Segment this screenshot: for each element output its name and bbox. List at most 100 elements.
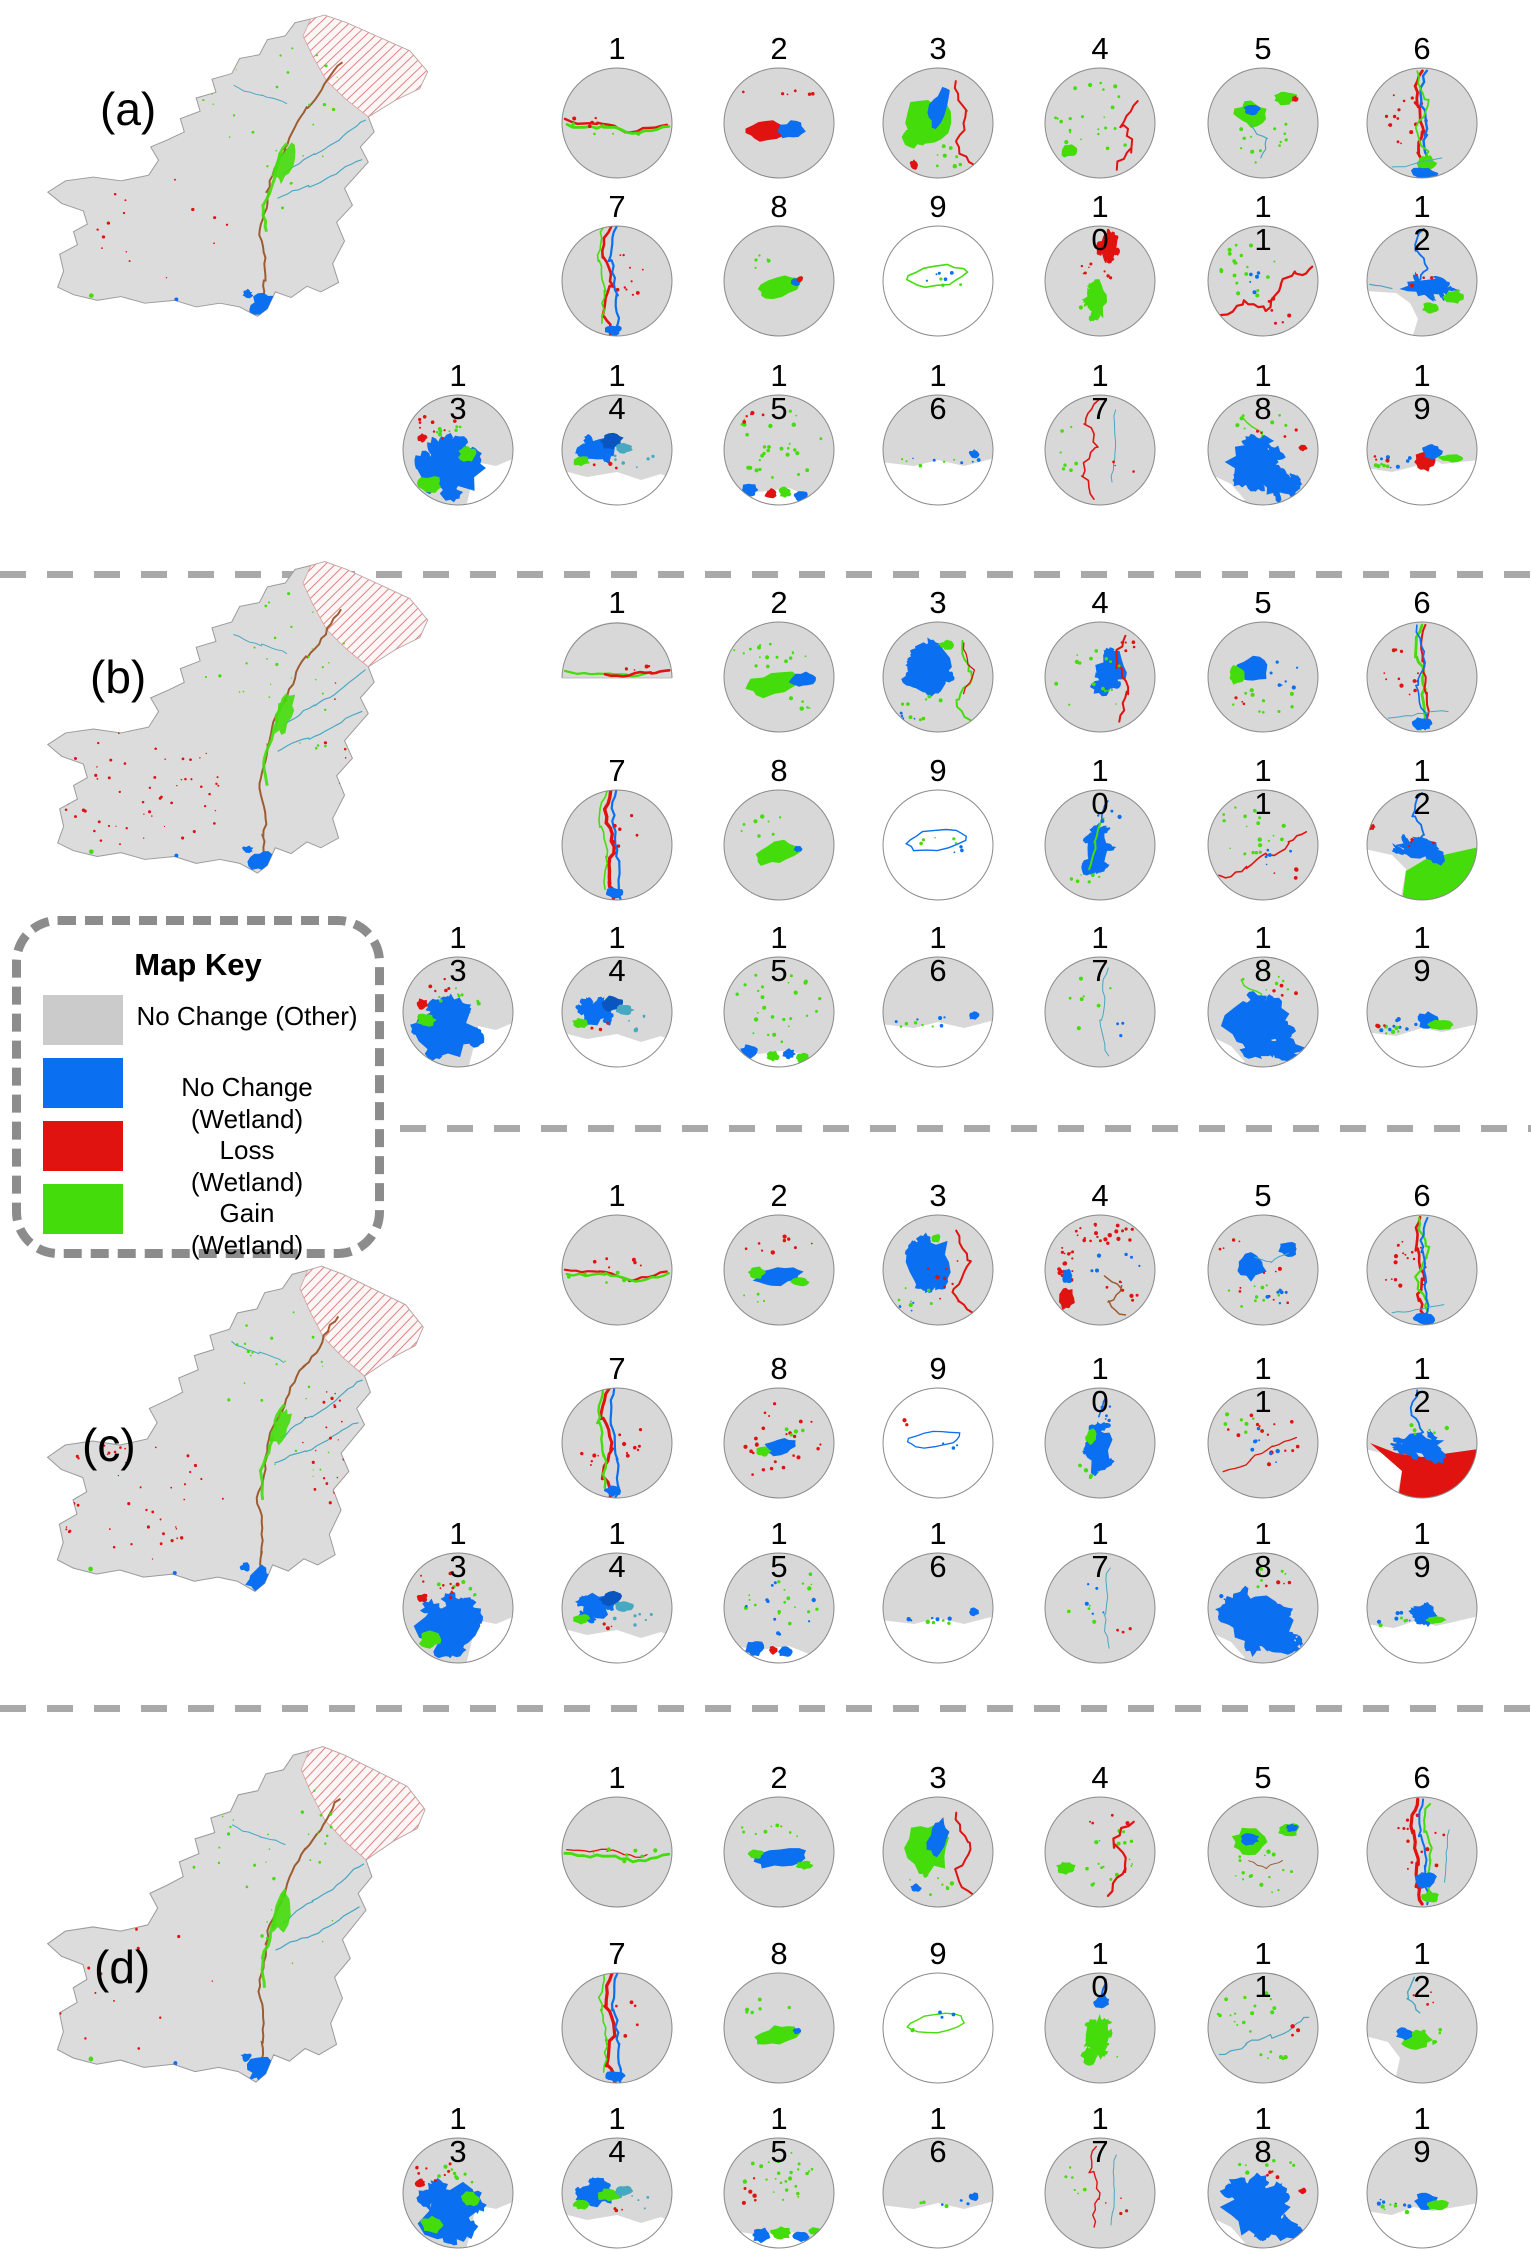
inset-number-b-7: 7 bbox=[608, 753, 626, 788]
inset-number-c-11: 11 bbox=[1254, 1351, 1272, 1419]
legend-swatch-no-change-other bbox=[43, 995, 123, 1045]
inset-number-d-1: 1 bbox=[608, 1760, 626, 1795]
inset-number-c-18: 18 bbox=[1254, 1516, 1272, 1584]
inset-b-6 bbox=[1365, 620, 1479, 734]
inset-number-b-11: 11 bbox=[1254, 753, 1272, 821]
legend-swatch-no-change-wetland bbox=[43, 1058, 123, 1108]
inset-number-a-5: 5 bbox=[1254, 31, 1272, 66]
inset-number-c-4: 4 bbox=[1091, 1178, 1109, 1213]
inset-number-a-2: 2 bbox=[770, 31, 788, 66]
inset-number-a-19: 19 bbox=[1413, 358, 1431, 426]
inset-d-12 bbox=[1365, 1971, 1479, 2085]
inset-d-5 bbox=[1206, 1795, 1320, 1909]
inset-a-13 bbox=[401, 393, 515, 507]
inset-b-15 bbox=[722, 955, 836, 1069]
inset-number-a-7: 7 bbox=[608, 189, 626, 224]
inset-number-b-16: 16 bbox=[929, 920, 947, 988]
inset-c-11 bbox=[1206, 1386, 1320, 1500]
legend-swatch-loss-wetland bbox=[43, 1121, 123, 1171]
inset-a-15 bbox=[722, 393, 836, 507]
legend-item-no-change-other: No Change (Other) bbox=[21, 991, 375, 1054]
inset-d-3 bbox=[881, 1795, 995, 1909]
inset-number-c-7: 7 bbox=[608, 1351, 626, 1386]
inset-b-12 bbox=[1365, 788, 1479, 902]
inset-b-18 bbox=[1206, 955, 1320, 1069]
inset-a-5 bbox=[1206, 66, 1320, 180]
panel-label-a: (a) bbox=[100, 83, 157, 135]
inset-d-13 bbox=[401, 2136, 515, 2250]
inset-d-18 bbox=[1206, 2136, 1320, 2250]
inset-number-c-1: 1 bbox=[608, 1178, 626, 1213]
inset-number-d-12: 12 bbox=[1413, 1936, 1431, 2004]
inset-a-2 bbox=[722, 66, 836, 180]
inset-number-d-7: 7 bbox=[608, 1936, 626, 1971]
inset-number-a-9: 9 bbox=[929, 189, 947, 224]
inset-c-9 bbox=[881, 1386, 995, 1500]
inset-a-1 bbox=[560, 66, 674, 180]
inset-number-b-2: 2 bbox=[770, 585, 788, 620]
legend-label-gain-wetland: Gain (Wetland) bbox=[190, 1198, 304, 1260]
inset-number-c-13: 13 bbox=[449, 1516, 467, 1584]
inset-number-d-14: 14 bbox=[608, 2101, 626, 2169]
inset-number-b-1: 1 bbox=[608, 585, 626, 620]
inset-number-a-17: 17 bbox=[1091, 358, 1109, 426]
inset-b-17 bbox=[1043, 955, 1157, 1069]
inset-number-a-11: 11 bbox=[1254, 189, 1272, 257]
inset-number-c-12: 12 bbox=[1413, 1351, 1431, 1419]
inset-number-c-5: 5 bbox=[1254, 1178, 1272, 1213]
inset-number-b-15: 15 bbox=[770, 920, 788, 988]
inset-d-8 bbox=[722, 1971, 836, 2085]
inset-number-d-17: 17 bbox=[1091, 2101, 1109, 2169]
inset-number-b-12: 12 bbox=[1413, 753, 1431, 821]
inset-b-1 bbox=[560, 620, 674, 734]
inset-d-10 bbox=[1043, 1971, 1157, 2085]
inset-c-10 bbox=[1043, 1386, 1157, 1500]
inset-d-19 bbox=[1365, 2136, 1479, 2250]
inset-number-d-18: 18 bbox=[1254, 2101, 1272, 2169]
inset-d-7 bbox=[560, 1971, 674, 2085]
inset-number-c-19: 19 bbox=[1413, 1516, 1431, 1584]
inset-number-b-19: 19 bbox=[1413, 920, 1431, 988]
inset-a-14 bbox=[560, 393, 674, 507]
legend-label-no-change-wetland: No Change (Wetland) bbox=[181, 1072, 313, 1134]
inset-a-8 bbox=[722, 224, 836, 338]
inset-number-d-13: 13 bbox=[449, 2101, 467, 2169]
inset-c-16 bbox=[881, 1551, 995, 1665]
inset-a-18 bbox=[1206, 393, 1320, 507]
inset-c-4 bbox=[1043, 1213, 1157, 1327]
pakistan-map-a bbox=[28, 2, 483, 359]
inset-number-c-17: 17 bbox=[1091, 1516, 1109, 1584]
inset-number-d-5: 5 bbox=[1254, 1760, 1272, 1795]
inset-number-d-11: 11 bbox=[1254, 1936, 1272, 2004]
inset-number-b-5: 5 bbox=[1254, 585, 1272, 620]
inset-number-a-14: 14 bbox=[608, 358, 626, 426]
inset-number-b-14: 14 bbox=[608, 920, 626, 988]
inset-number-a-16: 16 bbox=[929, 358, 947, 426]
inset-number-d-9: 9 bbox=[929, 1936, 947, 1971]
inset-d-6 bbox=[1365, 1795, 1479, 1909]
inset-c-15 bbox=[722, 1551, 836, 1665]
inset-b-13 bbox=[401, 955, 515, 1069]
inset-number-a-13: 13 bbox=[449, 358, 467, 426]
inset-c-8 bbox=[722, 1386, 836, 1500]
inset-c-17 bbox=[1043, 1551, 1157, 1665]
inset-a-11 bbox=[1206, 224, 1320, 338]
inset-d-2 bbox=[722, 1795, 836, 1909]
inset-b-14 bbox=[560, 955, 674, 1069]
inset-number-b-10: 10 bbox=[1091, 753, 1109, 821]
inset-b-10 bbox=[1043, 788, 1157, 902]
inset-b-8 bbox=[722, 788, 836, 902]
inset-d-17 bbox=[1043, 2136, 1157, 2250]
inset-a-3 bbox=[881, 66, 995, 180]
inset-c-5 bbox=[1206, 1213, 1320, 1327]
inset-number-d-10: 10 bbox=[1091, 1936, 1109, 2004]
inset-number-a-18: 18 bbox=[1254, 358, 1272, 426]
inset-c-12 bbox=[1365, 1386, 1479, 1500]
inset-b-16 bbox=[881, 955, 995, 1069]
panel-label-d: (d) bbox=[94, 1941, 151, 1993]
inset-number-a-8: 8 bbox=[770, 189, 788, 224]
inset-a-17 bbox=[1043, 393, 1157, 507]
inset-c-1 bbox=[560, 1213, 674, 1327]
inset-a-6 bbox=[1365, 66, 1479, 180]
